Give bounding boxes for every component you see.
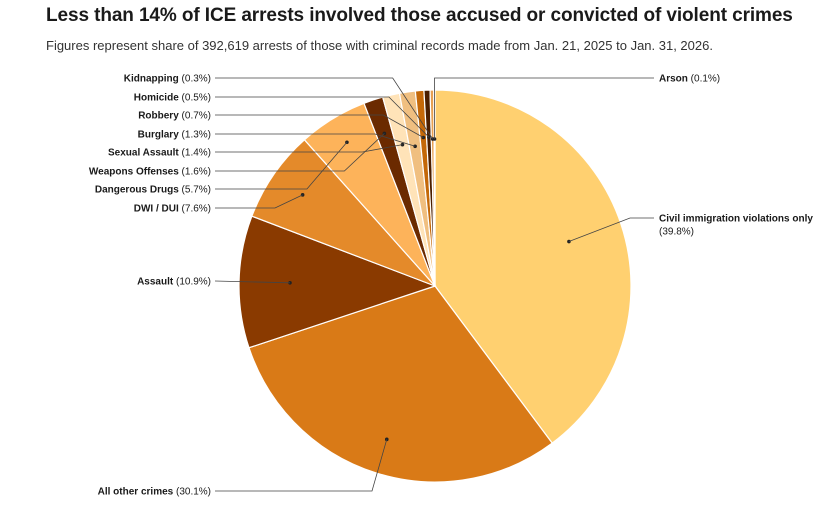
slice-label-value: (0.3%) bbox=[182, 74, 211, 85]
slice-label-burglary: Burglary (1.3%) bbox=[138, 130, 211, 141]
pie-slices bbox=[238, 89, 632, 483]
slice-label-weapons-offenses: Weapons Offenses (1.6%) bbox=[89, 167, 211, 178]
slice-label-value: (1.6%) bbox=[182, 167, 211, 178]
leader-line-civil-immigration-violations-only bbox=[568, 217, 654, 242]
slice-label-assault: Assault (10.9%) bbox=[137, 277, 211, 288]
slice-label-kidnapping: Kidnapping (0.3%) bbox=[124, 74, 211, 85]
leader-line-sexual-assault bbox=[215, 144, 403, 153]
slice-label-all-other-crimes: All other crimes (30.1%) bbox=[98, 487, 211, 498]
slice-label-name: Dangerous Drugs bbox=[95, 185, 182, 196]
slice-label-name: Kidnapping bbox=[124, 74, 182, 85]
slice-label-value: (39.8%) bbox=[659, 227, 694, 238]
slice-label-name: Weapons Offenses bbox=[89, 167, 182, 178]
leader-line-dangerous-drugs bbox=[215, 142, 348, 190]
chart-subtitle: Figures represent share of 392,619 arres… bbox=[46, 38, 713, 53]
slice-label-name: Homicide bbox=[134, 93, 182, 104]
slice-label-value: (0.7%) bbox=[182, 111, 211, 122]
slice-labels: Civil immigration violations only (39.8%)… bbox=[89, 74, 813, 498]
leader-dot-assault bbox=[288, 281, 292, 285]
slice-label-civil-immigration-violations-only: Civil immigration violations only (39.8%) bbox=[659, 214, 813, 238]
slice-label-robbery: Robbery (0.7%) bbox=[138, 111, 211, 122]
slice-label-homicide: Homicide (0.5%) bbox=[134, 93, 211, 104]
pie-slice-dwi-dui bbox=[251, 138, 436, 287]
slice-label-name: Robbery bbox=[138, 111, 181, 122]
pie-slice-all-other-crimes bbox=[248, 285, 554, 483]
slice-label-name: All other crimes bbox=[98, 487, 176, 498]
chart-title: Less than 14% of ICE arrests involved th… bbox=[46, 5, 793, 26]
slice-label-name: Civil immigration violations only bbox=[659, 214, 813, 225]
slice-label-value: (30.1%) bbox=[176, 487, 211, 498]
slice-label-name: DWI / DUI bbox=[134, 204, 182, 215]
leader-line-assault bbox=[214, 280, 291, 284]
leader-line-all-other-crimes bbox=[215, 439, 388, 492]
slice-label-name: Assault bbox=[137, 277, 176, 288]
leader-line-dwi-dui bbox=[215, 194, 303, 209]
slice-label-value: (10.9%) bbox=[176, 277, 211, 288]
leader-line-weapons-offenses bbox=[215, 133, 385, 172]
slice-label-arson: Arson (0.1%) bbox=[659, 74, 720, 85]
slice-label-value: (5.7%) bbox=[182, 185, 211, 196]
pie-slice-civil-immigration-violations-only bbox=[434, 89, 632, 444]
leader-line-kidnapping bbox=[215, 77, 434, 140]
slice-label-value: (1.4%) bbox=[182, 148, 211, 159]
slice-label-name: Sexual Assault bbox=[108, 148, 182, 159]
slice-label-dwi-dui: DWI / DUI (7.6%) bbox=[134, 204, 211, 215]
slice-label-value: (0.5%) bbox=[182, 93, 211, 104]
slice-label-dangerous-drugs: Dangerous Drugs (5.7%) bbox=[95, 185, 211, 196]
slice-label-name: Burglary bbox=[138, 130, 182, 141]
slice-label-value: (7.6%) bbox=[182, 204, 211, 215]
leader-line-homicide bbox=[215, 96, 430, 138]
leader-lines bbox=[214, 77, 654, 492]
leader-line-arson bbox=[434, 77, 654, 140]
slice-label-sexual-assault: Sexual Assault (1.4%) bbox=[108, 148, 211, 159]
slice-label-value: (0.1%) bbox=[691, 74, 720, 85]
slice-label-value: (1.3%) bbox=[182, 130, 211, 141]
leader-line-burglary bbox=[215, 133, 416, 147]
slice-label-name: Arson bbox=[659, 74, 691, 85]
leader-line-robbery bbox=[215, 114, 424, 138]
leader-dot-burglary bbox=[413, 144, 417, 149]
